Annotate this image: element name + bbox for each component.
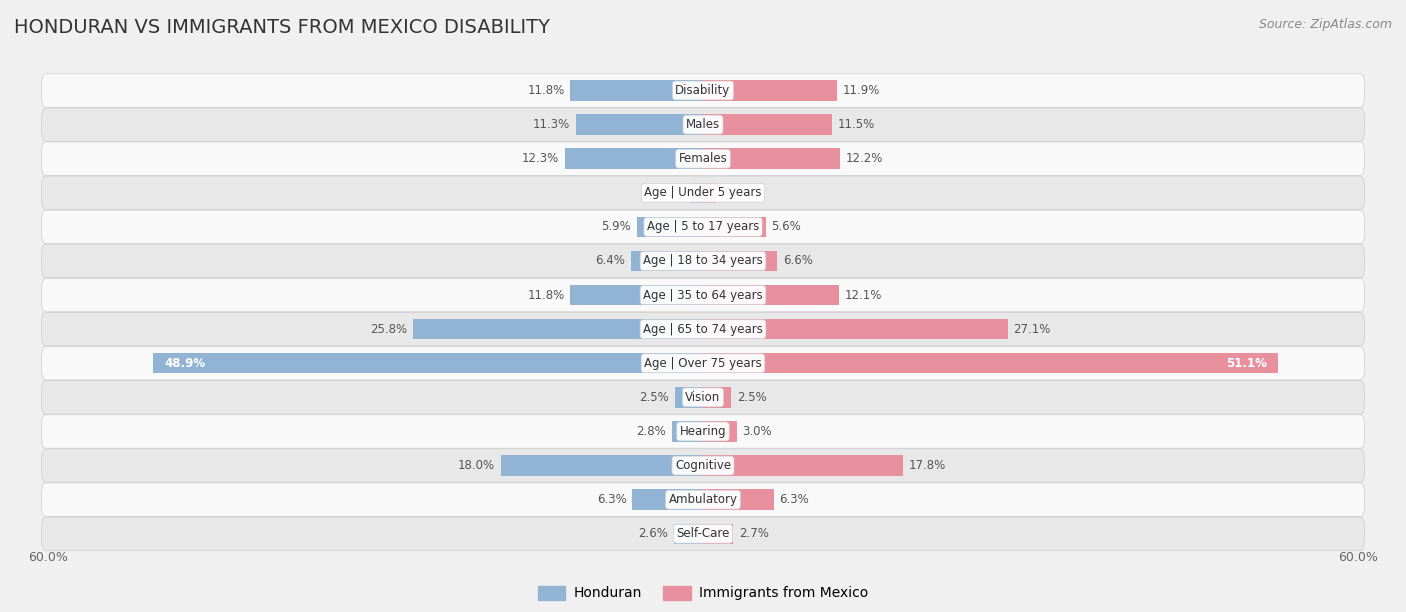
- Text: 5.6%: 5.6%: [772, 220, 801, 233]
- Bar: [703, 455, 903, 476]
- Bar: [703, 523, 734, 544]
- Text: 5.9%: 5.9%: [602, 220, 631, 233]
- Bar: [703, 149, 841, 169]
- FancyBboxPatch shape: [42, 381, 1364, 414]
- Bar: [673, 523, 703, 544]
- FancyBboxPatch shape: [42, 142, 1364, 176]
- Bar: [703, 251, 778, 271]
- Bar: [703, 353, 1278, 373]
- Text: 2.6%: 2.6%: [638, 528, 668, 540]
- Bar: [571, 80, 703, 101]
- Text: Source: ZipAtlas.com: Source: ZipAtlas.com: [1258, 18, 1392, 31]
- Bar: [703, 114, 832, 135]
- Text: Cognitive: Cognitive: [675, 459, 731, 472]
- Bar: [631, 251, 703, 271]
- Text: 48.9%: 48.9%: [165, 357, 205, 370]
- Legend: Honduran, Immigrants from Mexico: Honduran, Immigrants from Mexico: [531, 580, 875, 606]
- Bar: [633, 490, 703, 510]
- Text: Age | Under 5 years: Age | Under 5 years: [644, 186, 762, 200]
- Text: 60.0%: 60.0%: [1339, 551, 1378, 564]
- Bar: [689, 182, 703, 203]
- Text: 11.3%: 11.3%: [533, 118, 571, 131]
- Bar: [675, 387, 703, 408]
- Text: 11.5%: 11.5%: [838, 118, 875, 131]
- FancyBboxPatch shape: [42, 483, 1364, 517]
- Text: Disability: Disability: [675, 84, 731, 97]
- Text: 11.8%: 11.8%: [527, 84, 565, 97]
- Bar: [576, 114, 703, 135]
- Text: 6.3%: 6.3%: [779, 493, 810, 506]
- Bar: [571, 285, 703, 305]
- Text: 25.8%: 25.8%: [370, 323, 408, 335]
- Text: Age | 18 to 34 years: Age | 18 to 34 years: [643, 255, 763, 267]
- Text: 2.8%: 2.8%: [636, 425, 666, 438]
- Text: HONDURAN VS IMMIGRANTS FROM MEXICO DISABILITY: HONDURAN VS IMMIGRANTS FROM MEXICO DISAB…: [14, 18, 550, 37]
- FancyBboxPatch shape: [42, 517, 1364, 550]
- Text: 2.7%: 2.7%: [740, 528, 769, 540]
- FancyBboxPatch shape: [42, 278, 1364, 312]
- Bar: [703, 285, 839, 305]
- Text: 12.3%: 12.3%: [522, 152, 560, 165]
- Text: Age | 5 to 17 years: Age | 5 to 17 years: [647, 220, 759, 233]
- FancyBboxPatch shape: [42, 244, 1364, 278]
- Bar: [703, 319, 1008, 340]
- Text: Males: Males: [686, 118, 720, 131]
- Text: Hearing: Hearing: [679, 425, 727, 438]
- Text: 17.8%: 17.8%: [908, 459, 946, 472]
- Text: 6.4%: 6.4%: [596, 255, 626, 267]
- Bar: [703, 490, 773, 510]
- Bar: [703, 421, 737, 442]
- Bar: [703, 182, 717, 203]
- Bar: [565, 149, 703, 169]
- Text: 3.0%: 3.0%: [742, 425, 772, 438]
- Text: 2.5%: 2.5%: [737, 391, 766, 404]
- Text: 12.2%: 12.2%: [846, 152, 883, 165]
- Text: 60.0%: 60.0%: [28, 551, 67, 564]
- Text: Age | 65 to 74 years: Age | 65 to 74 years: [643, 323, 763, 335]
- Text: 11.9%: 11.9%: [842, 84, 880, 97]
- FancyBboxPatch shape: [42, 415, 1364, 448]
- FancyBboxPatch shape: [42, 449, 1364, 482]
- Text: 27.1%: 27.1%: [1014, 323, 1050, 335]
- FancyBboxPatch shape: [42, 74, 1364, 107]
- Text: Age | Over 75 years: Age | Over 75 years: [644, 357, 762, 370]
- FancyBboxPatch shape: [42, 176, 1364, 209]
- Text: 6.3%: 6.3%: [596, 493, 627, 506]
- Text: 11.8%: 11.8%: [527, 289, 565, 302]
- Text: Vision: Vision: [685, 391, 721, 404]
- Text: 12.1%: 12.1%: [845, 289, 882, 302]
- Text: Ambulatory: Ambulatory: [668, 493, 738, 506]
- Bar: [153, 353, 703, 373]
- FancyBboxPatch shape: [42, 313, 1364, 346]
- Bar: [637, 217, 703, 237]
- Bar: [501, 455, 703, 476]
- Text: 2.5%: 2.5%: [640, 391, 669, 404]
- Text: Females: Females: [679, 152, 727, 165]
- Bar: [413, 319, 703, 340]
- Bar: [672, 421, 703, 442]
- Bar: [703, 217, 766, 237]
- FancyBboxPatch shape: [42, 108, 1364, 141]
- FancyBboxPatch shape: [42, 346, 1364, 380]
- Text: 1.2%: 1.2%: [723, 186, 752, 200]
- Text: 6.6%: 6.6%: [783, 255, 813, 267]
- FancyBboxPatch shape: [42, 210, 1364, 244]
- Text: Age | 35 to 64 years: Age | 35 to 64 years: [643, 289, 763, 302]
- Bar: [703, 387, 731, 408]
- Text: 51.1%: 51.1%: [1226, 357, 1267, 370]
- Text: Self-Care: Self-Care: [676, 528, 730, 540]
- Bar: [703, 80, 837, 101]
- Text: 1.2%: 1.2%: [654, 186, 683, 200]
- Text: 18.0%: 18.0%: [458, 459, 495, 472]
